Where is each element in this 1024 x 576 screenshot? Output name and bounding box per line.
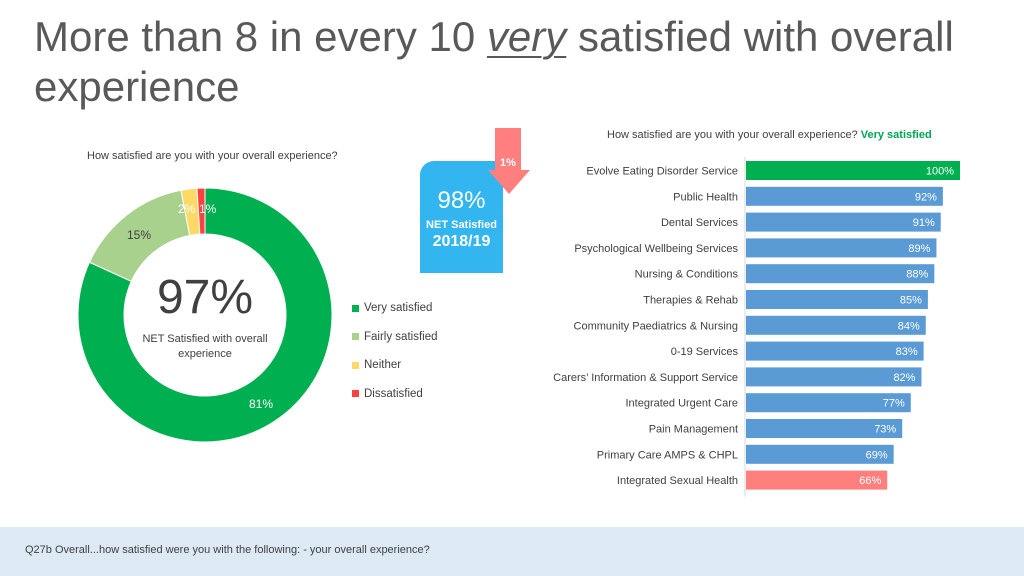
bar-value-label: 82% — [893, 372, 915, 384]
net-label: NET Satisfied — [426, 219, 497, 231]
legend-item-dissatisfied: Dissatisfied — [352, 380, 438, 409]
bar-category-label: Primary Care AMPS & CHPL — [597, 449, 738, 461]
net-year: 2018/19 — [432, 233, 491, 250]
bar-value-label: 100% — [926, 166, 954, 178]
bar-value-label: 92% — [915, 191, 937, 203]
title-emphasis: very — [486, 13, 567, 60]
bar — [746, 393, 911, 413]
bar-question-highlight: Very satisfied — [860, 129, 932, 141]
legend-item-fairly-satisfied: Fairly satisfied — [352, 323, 438, 352]
bar-value-label: 66% — [859, 475, 881, 487]
callout-pointer — [820, 527, 880, 562]
legend-swatch — [352, 304, 359, 312]
down-arrow-icon — [488, 128, 530, 194]
bar-category-label: Nursing & Conditions — [635, 269, 739, 281]
bar — [746, 264, 935, 284]
page-title: More than 8 in every 10 very satisfied w… — [34, 12, 1014, 112]
donut-chart — [77, 187, 333, 443]
bar-value-label: 73% — [874, 424, 896, 436]
legend-swatch — [352, 333, 359, 341]
bar — [746, 290, 928, 309]
bar-category-label: Therapies & Rehab — [643, 295, 738, 307]
bar-category-label: 0-19 Services — [671, 346, 739, 358]
bar-category-label: Integrated Urgent Care — [625, 398, 738, 410]
bar — [746, 212, 941, 232]
bar-category-label: Pain Management — [649, 424, 738, 436]
bar-chart: Evolve Eating Disorder Service 100% Public… — [553, 157, 960, 497]
bar-value-label: 88% — [906, 269, 928, 281]
net-satisfied-box: 98% NET Satisfied 2018/19 — [420, 161, 503, 273]
legend-swatch — [352, 390, 359, 398]
legend-label: Neither — [364, 359, 402, 372]
bar — [746, 470, 888, 490]
bar-value-label: 77% — [883, 398, 905, 410]
title-before: More than 8 in every 10 — [34, 13, 476, 60]
bar-value-label: 84% — [898, 320, 920, 332]
bar-category-label: Community Paediatrics & Nursing — [574, 320, 738, 332]
bar-value-label: 89% — [908, 243, 930, 255]
donut-center-value: 97% — [156, 271, 254, 324]
bar-value-label: 69% — [866, 449, 888, 461]
bar-category-label: Integrated Sexual Health — [617, 475, 738, 487]
bar-category-label: Public Health — [673, 191, 738, 203]
bar — [746, 238, 937, 258]
title-after: satisfied with overall experience — [34, 13, 954, 110]
bar-question: How satisfied are you with your overall … — [607, 129, 932, 141]
legend-label: Dissatisfied — [364, 387, 423, 400]
bar-category-label: Dental Services — [661, 217, 739, 229]
bar — [746, 419, 903, 438]
slice-label-very-satisfied: 81% — [249, 397, 274, 411]
bar-question-text: How satisfied are you with your overall … — [607, 129, 858, 141]
bar-category-label: Carers’ Information & Support Service — [553, 372, 738, 384]
change-label: 1% — [500, 157, 516, 169]
bar — [746, 161, 960, 180]
legend-swatch — [352, 361, 359, 369]
bar — [746, 186, 943, 206]
bar — [746, 315, 926, 335]
footer-band: Q27b Overall...how satisfied were you wi… — [0, 527, 1024, 576]
slice-label-dissatisfied: 1% — [199, 202, 217, 216]
slice-dissatisfied — [196, 187, 206, 235]
bar-category-label: Evolve Eating Disorder Service — [586, 166, 738, 178]
bar-value-label: 83% — [896, 346, 918, 358]
bar-value-label: 85% — [900, 295, 922, 307]
net-percent: 98% — [437, 187, 486, 214]
bar-category-label: Psychological Wellbeing Services — [574, 243, 738, 255]
donut-center-label: NET Satisfied with overall experience — [142, 333, 268, 360]
bar — [746, 367, 922, 387]
legend-item-neither: Neither — [352, 351, 438, 380]
bar — [746, 341, 924, 361]
legend-label: Fairly satisfied — [364, 330, 438, 343]
slice-label-fairly-satisfied: 15% — [127, 228, 152, 242]
footer-question: Q27b Overall...how satisfied were you wi… — [25, 544, 430, 556]
bar-value-label: 91% — [913, 217, 935, 229]
donut-question: How satisfied are you with your overall … — [87, 150, 338, 162]
donut-legend: Very satisfied Fairly satisfied Neither … — [352, 294, 438, 408]
legend-label: Very satisfied — [364, 302, 433, 315]
slice-label-neither: 2% — [178, 202, 196, 216]
slice-very-satisfied — [77, 187, 333, 443]
legend-item-very-satisfied: Very satisfied — [352, 294, 438, 323]
bar — [746, 444, 894, 464]
